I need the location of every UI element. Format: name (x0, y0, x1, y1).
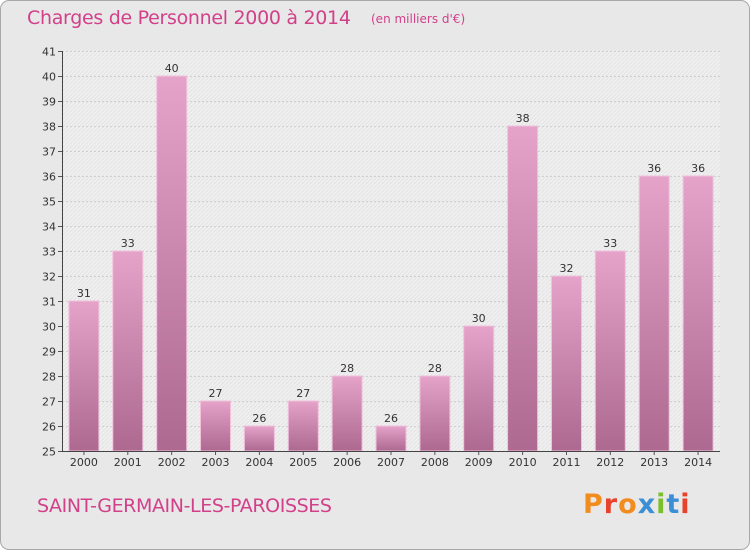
x-tick-label-2001: 2001 (114, 456, 142, 469)
chart-subtitle: (en milliers d'€) (371, 12, 466, 26)
bar-2010 (507, 125, 539, 452)
data-label-2001: 33 (121, 237, 135, 250)
bar-2004 (243, 425, 275, 452)
x-tick-label-2013: 2013 (640, 456, 668, 469)
bar-2006 (331, 375, 363, 452)
bar-2002 (156, 75, 188, 452)
x-tick-label-2008: 2008 (421, 456, 449, 469)
x-tick-label-2014: 2014 (684, 456, 712, 469)
x-tick-label-2006: 2006 (333, 456, 361, 469)
data-label-2012: 33 (603, 237, 617, 250)
x-tick-label-2010: 2010 (509, 456, 537, 469)
y-tick-label: 38 (42, 121, 56, 134)
y-tick-label: 41 (42, 46, 56, 59)
bar-2003 (200, 400, 231, 452)
y-tick-label: 26 (42, 421, 56, 434)
bar-2014 (682, 175, 714, 452)
y-tick-label: 35 (42, 196, 56, 209)
bar-2007 (375, 425, 407, 452)
y-tick-label: 37 (42, 146, 56, 159)
y-tick-label: 33 (42, 246, 56, 259)
y-tick-label: 34 (42, 221, 56, 234)
city-name: SAINT-GERMAIN-LES-PAROISSES (37, 495, 332, 517)
logo-letter: t (666, 489, 681, 520)
data-label-2005: 27 (296, 387, 310, 400)
data-label-2011: 32 (560, 262, 574, 275)
logo-letter: P (583, 489, 604, 520)
bar-2012 (594, 250, 626, 452)
data-label-2008: 28 (428, 362, 442, 375)
x-tick-label-2002: 2002 (158, 456, 186, 469)
logo-letter: i (656, 489, 667, 520)
x-tick-label-2000: 2000 (70, 456, 98, 469)
y-tick-label: 25 (42, 446, 56, 459)
y-tick-label: 29 (42, 346, 56, 359)
data-label-2010: 38 (516, 112, 530, 125)
y-tick-label: 40 (42, 71, 56, 84)
x-tick-label-2012: 2012 (596, 456, 624, 469)
x-tick-label-2003: 2003 (202, 456, 230, 469)
bar-2000 (68, 300, 100, 452)
x-tick-label-2004: 2004 (245, 456, 273, 469)
bar-2011 (551, 275, 582, 452)
data-label-2006: 28 (340, 362, 354, 375)
data-label-2002: 40 (165, 62, 179, 75)
y-tick-label: 28 (42, 371, 56, 384)
bar-2009 (463, 325, 495, 452)
logo-letter: r (603, 489, 619, 520)
bar-2008 (419, 375, 451, 452)
data-label-2009: 30 (472, 312, 486, 325)
logo-letter: i (680, 489, 691, 520)
data-label-2000: 31 (77, 287, 91, 300)
y-tick-label: 27 (42, 396, 56, 409)
proxiti-logo: Proxiti (583, 489, 691, 520)
data-label-2003: 27 (209, 387, 223, 400)
data-label-2007: 26 (384, 412, 398, 425)
y-tick-label: 39 (42, 96, 56, 109)
data-label-2013: 36 (647, 162, 661, 175)
bar-2001 (112, 250, 144, 452)
data-label-2014: 36 (691, 162, 705, 175)
x-tick-label-2005: 2005 (289, 456, 317, 469)
chart-title: Charges de Personnel 2000 à 2014 (27, 7, 351, 29)
logo-letter: o (618, 489, 638, 520)
y-tick-label: 36 (42, 171, 56, 184)
x-tick-label-2007: 2007 (377, 456, 405, 469)
y-tick-label: 31 (42, 296, 56, 309)
y-tick-label: 30 (42, 321, 56, 334)
bar-2013 (638, 175, 670, 452)
bar-2005 (287, 400, 319, 452)
x-tick-label-2011: 2011 (553, 456, 581, 469)
data-label-2004: 26 (252, 412, 266, 425)
x-tick-label-2009: 2009 (465, 456, 493, 469)
logo-letter: x (637, 489, 657, 520)
y-tick-label: 32 (42, 271, 56, 284)
